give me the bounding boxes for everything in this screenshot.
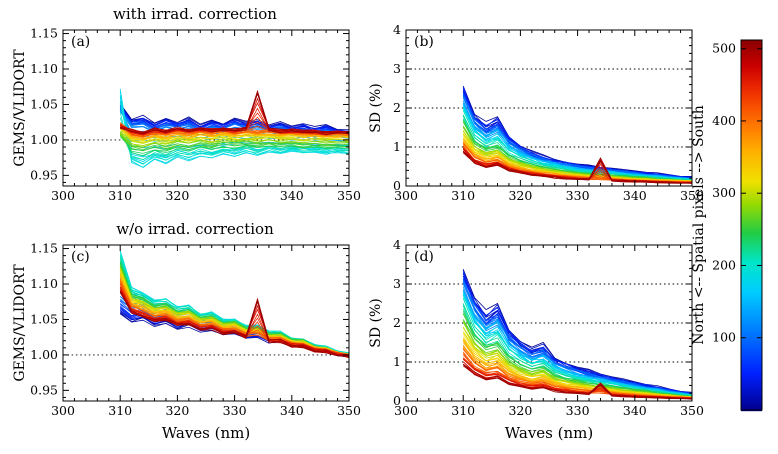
- panel-d-ylabel: SD (%): [368, 298, 384, 348]
- panel-a-title: with irrad. correction: [113, 5, 277, 23]
- panel-d-letter: (d): [414, 249, 434, 265]
- panel-a-letter: (a): [71, 34, 91, 50]
- panel-c-letter: (c): [71, 249, 90, 265]
- xaxis-label-left: Waves (nm): [161, 424, 251, 442]
- panel-b-ylabel: SD (%): [368, 83, 384, 133]
- panel-a-ylabel: GEMS/VLIDORT: [12, 49, 28, 167]
- xaxis-label-right: Waves (nm): [504, 424, 594, 442]
- panel-b-letter: (b): [414, 34, 434, 50]
- panel-c-title: w/o irrad. correction: [116, 220, 274, 238]
- panel-c-ylabel: GEMS/VLIDORT: [12, 264, 28, 382]
- colorbar-label: North <-- Spatial pixels --> South: [691, 105, 707, 345]
